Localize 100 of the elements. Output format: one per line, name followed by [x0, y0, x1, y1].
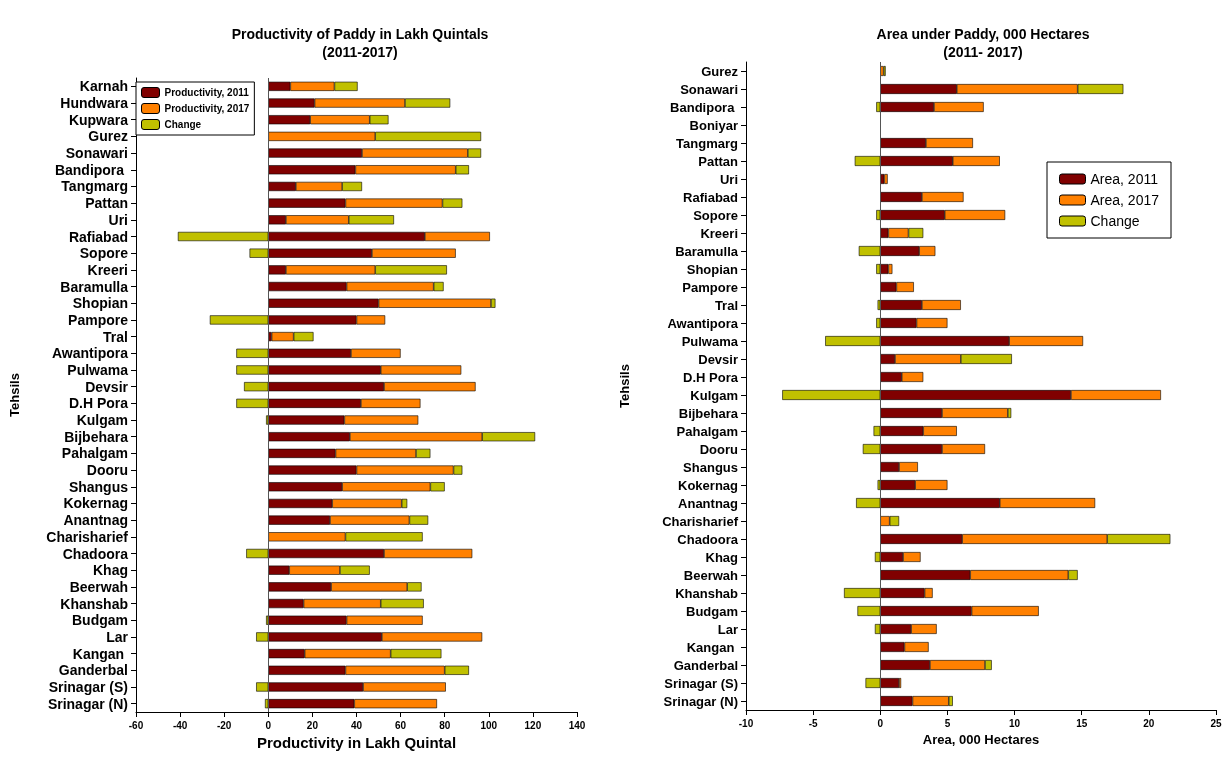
y-tick-label: Kulgam — [76, 412, 128, 429]
y-tick-label: Tangmarg — [61, 178, 128, 195]
y-tick-label: Tral — [103, 328, 128, 345]
y-tick-label: Pahalgam — [61, 445, 128, 462]
y-axis-title: Tehsils — [7, 373, 22, 417]
y-tick-label: Shopian — [72, 295, 128, 312]
chart-subtitle: (2011- 2017) — [943, 44, 1023, 60]
y-tick-label: Beerwah — [69, 578, 128, 595]
x-tick-label: 80 — [439, 719, 451, 731]
legend-label: Area, 2017 — [1090, 192, 1160, 208]
y-tick-label: Ganderbal — [673, 657, 738, 673]
x-tick-label: 60 — [395, 719, 407, 731]
y-tick-label: Khag — [705, 549, 739, 565]
x-tick-label: 40 — [350, 719, 363, 731]
y-tick-label: Rafiabad — [68, 228, 128, 245]
y-tick-label: Beerwah — [683, 567, 739, 583]
y-tick-label: Chadoora — [62, 545, 129, 562]
bar — [884, 174, 888, 184]
legend-label: Area, 2011 — [1090, 171, 1159, 187]
x-axis-title: Productivity in Lakh Quintal — [256, 733, 457, 751]
y-tick-label: Ganderbal — [58, 662, 128, 679]
y-tick-label: Rafiabad — [683, 189, 739, 205]
y-tick-label: Kreeri — [87, 261, 128, 278]
y-tick-label: Charisharief — [662, 513, 739, 529]
x-tick-label: 25 — [1210, 717, 1222, 729]
y-tick-label: Uri — [108, 211, 128, 228]
y-tick-label: Tral — [714, 297, 738, 313]
y-tick-label: Pampore — [682, 279, 738, 295]
x-tick-label: 100 — [480, 719, 498, 731]
x-tick-label: 0 — [877, 717, 884, 729]
x-tick-label: 20 — [306, 719, 319, 731]
y-tick-label: Devsir — [85, 378, 129, 395]
y-tick-label: Budgam — [72, 612, 128, 629]
y-tick-label: Shangus — [683, 459, 738, 475]
y-tick-label: Sonawari — [65, 145, 128, 162]
y-tick-label: Kokernag — [63, 495, 128, 512]
y-tick-label: Sonawari — [680, 81, 738, 97]
x-tick-label: 0 — [265, 719, 272, 731]
y-tick-label: Shopian — [686, 261, 739, 277]
y-tick-label: Chadoora — [677, 531, 739, 547]
y-tick-label: Charisharief — [46, 528, 129, 545]
y-tick-label: Kulgam — [690, 387, 738, 403]
y-tick-label: Karnah — [79, 78, 128, 95]
y-tick-label: Budgam — [686, 603, 738, 619]
x-tick-label: 15 — [1076, 717, 1088, 729]
legend-label: Change — [1090, 213, 1140, 229]
chart-title: Productivity of Paddy in Lakh Quintals — [231, 26, 489, 42]
y-tick-label: Bijbehara — [64, 428, 129, 445]
y-tick-label: Shangus — [68, 478, 129, 495]
y-tick-label: Srinagar (S) — [48, 678, 128, 695]
y-tick-label: D.H Pora — [68, 395, 129, 412]
legend-label: Change — [164, 119, 202, 130]
y-tick-label: Gurez — [88, 128, 128, 145]
y-tick-label: Gurez — [701, 63, 739, 79]
x-tick-label: -60 — [128, 719, 144, 731]
x-tick-label: 120 — [524, 719, 542, 731]
y-tick-label: Dooru — [699, 441, 739, 457]
y-tick-label: Lar — [717, 621, 738, 637]
y-tick-label: Kupwara — [68, 111, 129, 128]
y-tick-label: Srinagar (N) — [663, 693, 738, 709]
y-tick-label: Boniyar — [689, 117, 738, 133]
y-tick-label: Pulwama — [681, 333, 739, 349]
x-tick-label: -40 — [172, 719, 188, 731]
y-tick-label: Uri — [719, 171, 738, 187]
y-tick-label: Pulwama — [67, 361, 129, 378]
y-tick-label: Kokernag — [678, 477, 739, 493]
y-tick-label: Srinagar (S) — [664, 675, 738, 691]
y-tick-label: Awantipora — [667, 315, 739, 331]
y-tick-label: Baramulla — [675, 243, 739, 259]
y-tick-label: Bandipora — [670, 99, 738, 115]
y-tick-label: Hundwara — [60, 95, 129, 112]
y-tick-label: Khag — [93, 562, 128, 579]
y-tick-label: Baramulla — [60, 278, 129, 295]
y-tick-label: Khanshab — [675, 585, 739, 601]
y-tick-label: Lar — [106, 628, 129, 645]
y-tick-label: Pattan — [85, 195, 128, 212]
y-tick-label: Kangan — [72, 645, 128, 662]
y-tick-label: Kreeri — [700, 225, 738, 241]
chart-subtitle: (2011-2017) — [322, 44, 398, 60]
x-tick-label: 10 — [1009, 717, 1021, 729]
y-tick-label: Anantnag — [63, 512, 128, 529]
legend-label: Productivity, 2017 — [164, 103, 250, 114]
legend-label: Productivity, 2011 — [164, 87, 250, 98]
y-axis-title: Tehsils — [617, 364, 632, 408]
x-axis-title: Area, 000 Hectares — [922, 731, 1040, 747]
y-tick-label: Awantipora — [52, 345, 129, 362]
y-tick-label: Bandipora — [54, 161, 128, 178]
x-tick-label: -10 — [738, 717, 754, 729]
y-tick-label: Tangmarg — [676, 135, 739, 151]
x-tick-label: -20 — [216, 719, 232, 731]
y-tick-label: Pattan — [698, 153, 739, 169]
y-tick-label: Dooru — [86, 462, 128, 479]
y-tick-label: D.H Pora — [683, 369, 739, 385]
chart-title: Area under Paddy, 000 Hectares — [876, 26, 1090, 42]
x-tick-label: 5 — [944, 717, 951, 729]
y-tick-label: Devsir — [698, 351, 738, 367]
x-tick-label: 20 — [1143, 717, 1155, 729]
x-tick-label: -5 — [808, 717, 819, 729]
y-tick-label: Pampore — [68, 311, 129, 328]
y-tick-label: Sopore — [79, 245, 129, 262]
